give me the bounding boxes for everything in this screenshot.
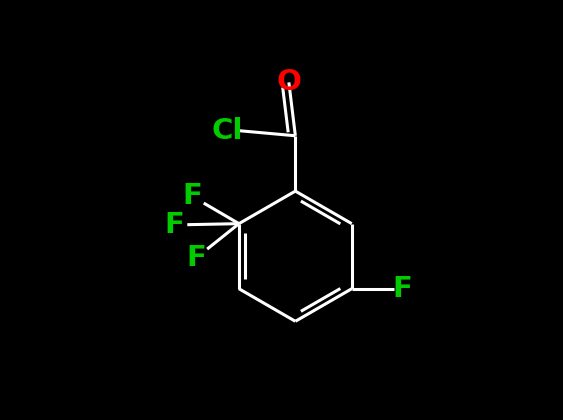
Text: O: O [276, 68, 301, 96]
Text: F: F [164, 211, 184, 239]
Text: Cl: Cl [211, 117, 243, 144]
Text: F: F [182, 182, 202, 210]
Text: F: F [187, 244, 207, 271]
Text: F: F [392, 275, 413, 303]
